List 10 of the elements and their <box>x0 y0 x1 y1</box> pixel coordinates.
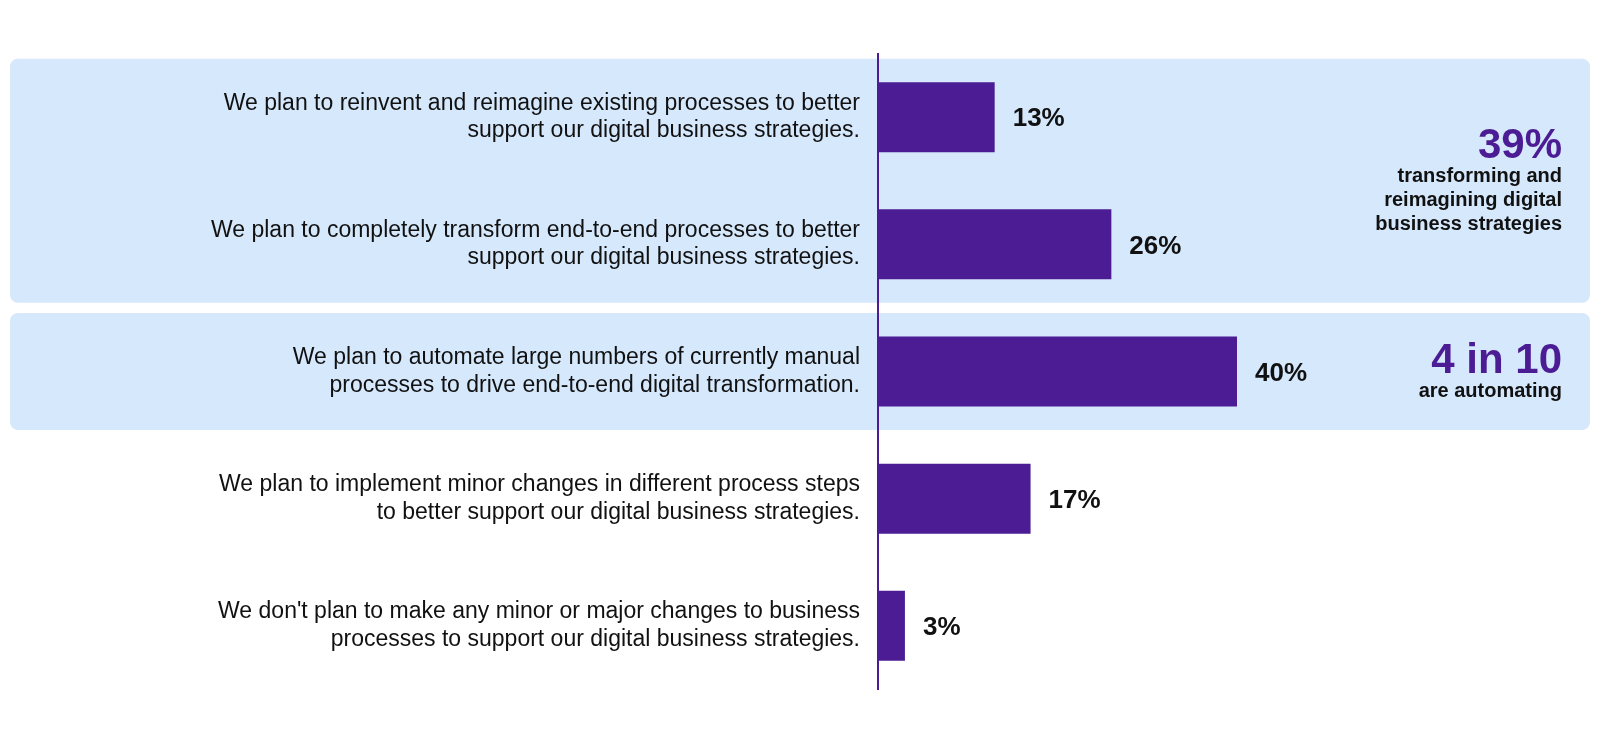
y-tick-label: We plan to reinvent and reimagine existing processes to better support our digital business strategies. <box>223 88 861 143</box>
data-label: 26% <box>1129 229 1182 260</box>
y-tick-label: We plan to automate large numbers of currently manual processes to drive end-to-end digital transformation. <box>292 343 860 397</box>
data-label: 13% <box>1012 102 1065 133</box>
y-tick-label: We don't plan to make any minor or major changes to business processes to support our digital business strategies. <box>218 597 860 651</box>
data-label: 40% <box>1255 356 1308 387</box>
data-label: 3% <box>922 610 961 641</box>
data-label: 17% <box>1048 483 1101 514</box>
y-tick-label: We plan to implement minor changes in different process steps to better support our digital business strategies. <box>219 470 860 524</box>
y-tick-label: We plan to completely transform end-to-end processes to better support our digital business strategies. <box>210 215 861 270</box>
